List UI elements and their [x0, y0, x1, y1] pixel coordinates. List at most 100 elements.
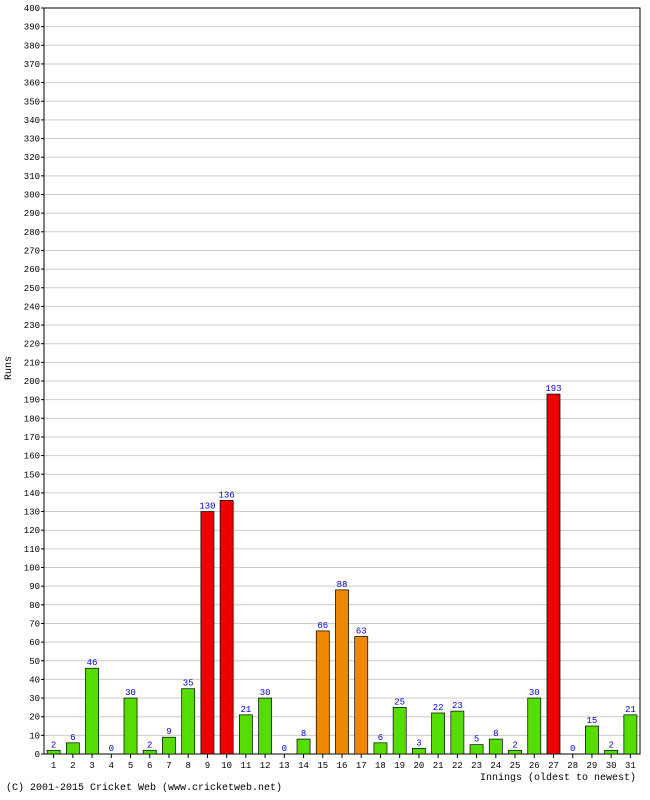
svg-text:200: 200 [24, 377, 40, 387]
value-label: 0 [109, 744, 114, 754]
bar [393, 707, 406, 754]
x-tick-label: 29 [587, 761, 598, 771]
value-label: 46 [87, 658, 98, 668]
value-label: 2 [608, 740, 613, 750]
svg-text:220: 220 [24, 340, 40, 350]
footer-copyright: (C) 2001-2015 Cricket Web (www.cricketwe… [6, 783, 282, 794]
svg-text:370: 370 [24, 60, 40, 70]
svg-text:0: 0 [35, 750, 40, 760]
value-label: 8 [493, 729, 498, 739]
svg-text:240: 240 [24, 302, 40, 312]
x-tick-label: 12 [260, 761, 271, 771]
svg-text:280: 280 [24, 228, 40, 238]
value-label: 0 [282, 744, 287, 754]
svg-text:80: 80 [29, 601, 40, 611]
value-label: 6 [70, 733, 75, 743]
x-tick-label: 25 [510, 761, 521, 771]
svg-text:130: 130 [24, 508, 40, 518]
bar [585, 726, 598, 754]
x-tick-label: 27 [548, 761, 559, 771]
value-label: 6 [378, 733, 383, 743]
svg-text:120: 120 [24, 526, 40, 536]
svg-text:150: 150 [24, 470, 40, 480]
svg-text:330: 330 [24, 135, 40, 145]
value-label: 66 [317, 621, 328, 631]
value-label: 0 [570, 744, 575, 754]
svg-text:10: 10 [29, 731, 40, 741]
svg-text:390: 390 [24, 23, 40, 33]
value-label: 30 [529, 688, 540, 698]
value-label: 130 [199, 502, 215, 512]
x-tick-label: 15 [317, 761, 328, 771]
value-label: 25 [394, 697, 405, 707]
x-tick-label: 1 [51, 761, 56, 771]
svg-text:310: 310 [24, 172, 40, 182]
value-label: 23 [452, 701, 463, 711]
x-tick-label: 30 [606, 761, 617, 771]
value-label: 35 [183, 679, 194, 689]
bar [412, 748, 425, 754]
y-axis-label: Runs [4, 356, 15, 380]
value-label: 63 [356, 627, 367, 637]
svg-text:160: 160 [24, 452, 40, 462]
svg-text:210: 210 [24, 358, 40, 368]
x-tick-label: 31 [625, 761, 636, 771]
x-tick-label: 19 [394, 761, 405, 771]
svg-text:260: 260 [24, 265, 40, 275]
bar [66, 743, 79, 754]
x-tick-label: 20 [413, 761, 424, 771]
bar [470, 745, 483, 754]
bar [201, 512, 214, 754]
x-tick-label: 26 [529, 761, 540, 771]
value-label: 2 [147, 740, 152, 750]
value-label: 5 [474, 735, 479, 745]
svg-text:90: 90 [29, 582, 40, 592]
value-label: 136 [219, 490, 235, 500]
x-tick-label: 18 [375, 761, 386, 771]
bar [47, 750, 60, 754]
bar [143, 750, 156, 754]
bar [182, 689, 195, 754]
svg-text:190: 190 [24, 396, 40, 406]
x-tick-label: 7 [166, 761, 171, 771]
svg-text:50: 50 [29, 657, 40, 667]
svg-text:380: 380 [24, 41, 40, 51]
svg-text:40: 40 [29, 675, 40, 685]
bar [432, 713, 445, 754]
svg-text:360: 360 [24, 79, 40, 89]
bar [316, 631, 329, 754]
value-label: 22 [433, 703, 444, 713]
bar [355, 637, 368, 754]
svg-text:60: 60 [29, 638, 40, 648]
bar [528, 698, 541, 754]
x-tick-label: 6 [147, 761, 152, 771]
svg-text:110: 110 [24, 545, 40, 555]
chart-container: 0102030405060708090100110120130140150160… [0, 0, 650, 800]
svg-text:180: 180 [24, 414, 40, 424]
x-tick-label: 28 [567, 761, 578, 771]
bar [489, 739, 502, 754]
x-tick-label: 23 [471, 761, 482, 771]
value-label: 21 [240, 705, 251, 715]
svg-text:270: 270 [24, 246, 40, 256]
x-tick-label: 2 [70, 761, 75, 771]
x-tick-label: 4 [109, 761, 114, 771]
svg-text:250: 250 [24, 284, 40, 294]
x-tick-label: 8 [185, 761, 190, 771]
value-label: 30 [125, 688, 136, 698]
value-label: 30 [260, 688, 271, 698]
value-label: 9 [166, 727, 171, 737]
value-label: 88 [337, 580, 348, 590]
svg-text:340: 340 [24, 116, 40, 126]
svg-text:70: 70 [29, 619, 40, 629]
x-tick-label: 5 [128, 761, 133, 771]
bar [374, 743, 387, 754]
x-tick-label: 14 [298, 761, 309, 771]
svg-text:100: 100 [24, 564, 40, 574]
x-tick-label: 10 [221, 761, 232, 771]
bar [547, 394, 560, 754]
value-label: 2 [512, 740, 517, 750]
svg-text:400: 400 [24, 4, 40, 14]
bar [259, 698, 272, 754]
svg-text:20: 20 [29, 713, 40, 723]
